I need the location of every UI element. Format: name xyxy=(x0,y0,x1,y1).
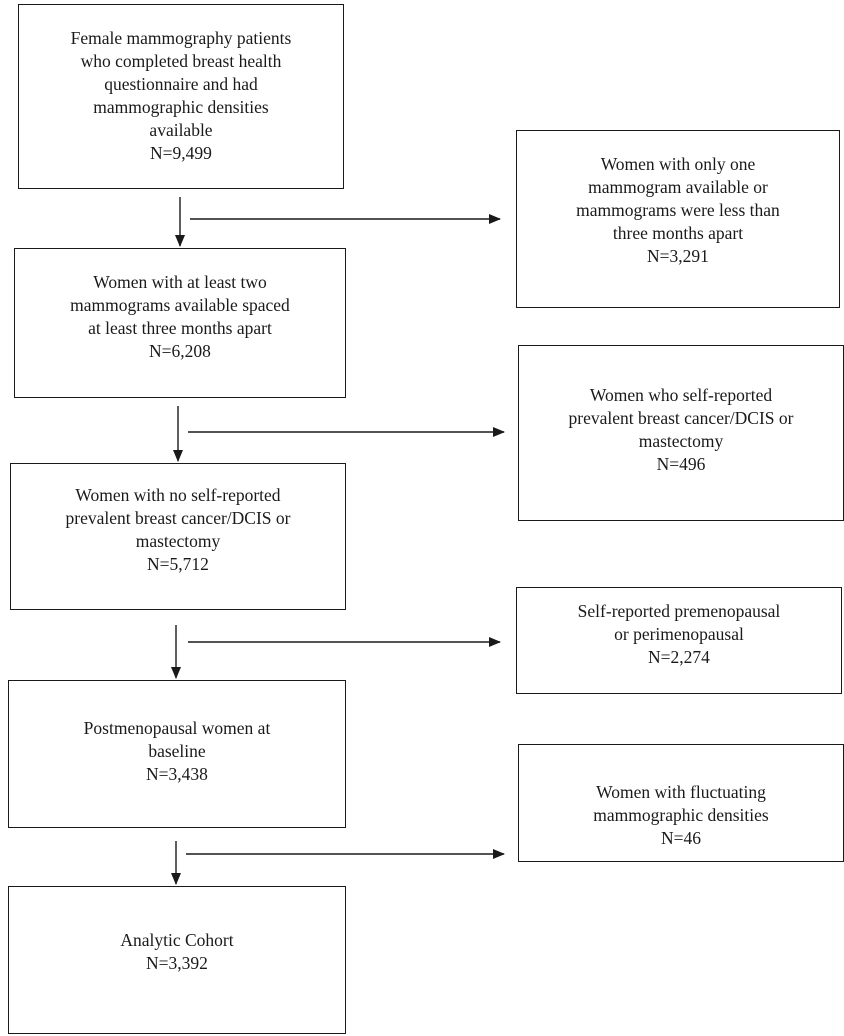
exclusion-box-2-line-3: mastectomy xyxy=(638,431,724,451)
main-box-4: Postmenopausal women at baseline N=3,438 xyxy=(8,680,346,828)
main-box-2-line-3: at least three months apart xyxy=(88,318,272,338)
exclusion-box-2-count: N=496 xyxy=(656,454,706,474)
main-box-5-line-1: Analytic Cohort xyxy=(120,930,234,950)
exclusion-box-1-line-1: Women with only one xyxy=(600,154,756,174)
main-box-2: Women with at least two mammograms avail… xyxy=(14,248,346,398)
exclusion-box-1-line-2: mammogram available or xyxy=(588,177,768,197)
main-box-3-line-2: prevalent breast cancer/DCIS or xyxy=(65,508,291,528)
main-box-4-line-2: baseline xyxy=(148,741,206,761)
exclusion-box-1-line-3: mammograms were less than xyxy=(576,200,780,220)
exclusion-box-4: Women with fluctuating mammographic dens… xyxy=(518,744,844,862)
exclusion-box-3-line-2: or perimenopausal xyxy=(614,624,744,644)
main-box-2-count: N=6,208 xyxy=(149,341,211,361)
main-box-1-line-1: Female mammography patients xyxy=(70,28,292,48)
main-box-1-line-5: available xyxy=(149,120,213,140)
main-box-5: Analytic Cohort N=3,392 xyxy=(8,886,346,1034)
exclusion-box-4-count: N=46 xyxy=(660,828,701,848)
main-box-1-count: N=9,499 xyxy=(150,143,212,163)
exclusion-box-2-line-2: prevalent breast cancer/DCIS or xyxy=(568,408,794,428)
main-box-4-count: N=3,438 xyxy=(146,764,208,784)
exclusion-box-3-line-1: Self-reported premenopausal xyxy=(577,601,781,621)
exclusion-box-2-line-1: Women who self-reported xyxy=(589,385,773,405)
main-box-2-line-2: mammograms available spaced xyxy=(70,295,290,315)
exclusion-box-1-count: N=3,291 xyxy=(647,246,709,266)
main-box-3-line-1: Women with no self-reported xyxy=(75,485,281,505)
exclusion-box-3-count: N=2,274 xyxy=(648,647,710,667)
main-box-1-line-2: who completed breast health xyxy=(80,51,282,71)
exclusion-box-3: Self-reported premenopausal or perimenop… xyxy=(516,587,842,694)
main-box-3-count: N=5,712 xyxy=(147,554,209,574)
main-box-3: Women with no self-reported prevalent br… xyxy=(10,463,346,610)
main-box-5-count: N=3,392 xyxy=(146,953,208,973)
exclusion-box-2: Women who self-reported prevalent breast… xyxy=(518,345,844,521)
main-box-4-line-1: Postmenopausal women at xyxy=(83,718,271,738)
exclusion-box-4-line-1: Women with fluctuating xyxy=(596,782,766,802)
exclusion-box-1: Women with only one mammogram available … xyxy=(516,130,840,308)
exclusion-box-1-line-4: three months apart xyxy=(612,223,744,243)
main-box-1-line-3: questionnaire and had xyxy=(104,74,258,94)
main-box-2-line-1: Women with at least two xyxy=(93,272,267,292)
main-box-1-line-4: mammographic densities xyxy=(93,97,269,117)
main-box-1: Female mammography patients who complete… xyxy=(18,4,344,189)
main-box-3-line-3: mastectomy xyxy=(135,531,221,551)
exclusion-box-4-line-2: mammographic densities xyxy=(593,805,769,825)
